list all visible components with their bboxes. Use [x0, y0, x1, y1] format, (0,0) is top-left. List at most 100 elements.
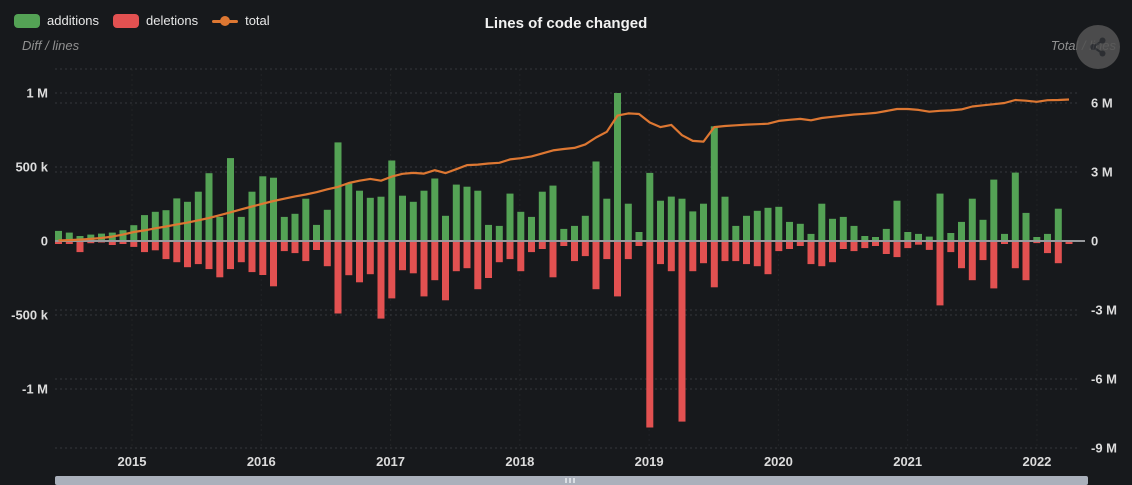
deletion-bar[interactable]	[807, 241, 815, 265]
deletion-bar[interactable]	[764, 241, 772, 275]
deletion-bar[interactable]	[538, 241, 546, 249]
deletion-bar[interactable]	[1022, 241, 1030, 281]
deletion-bar[interactable]	[689, 241, 697, 272]
deletion-bar[interactable]	[420, 241, 428, 297]
addition-bar[interactable]	[850, 225, 858, 241]
addition-bar[interactable]	[818, 203, 826, 241]
deletion-bar[interactable]	[958, 241, 965, 269]
addition-bar[interactable]	[442, 215, 449, 241]
deletion-bar[interactable]	[162, 241, 170, 260]
deletion-bar[interactable]	[184, 241, 191, 268]
addition-bar[interactable]	[194, 191, 202, 241]
addition-bar[interactable]	[689, 211, 697, 241]
addition-bar[interactable]	[700, 203, 707, 241]
deletion-bar[interactable]	[732, 241, 740, 262]
addition-bar[interactable]	[796, 223, 804, 241]
deletion-bar[interactable]	[291, 241, 299, 254]
addition-bar[interactable]	[861, 236, 869, 241]
deletion-bar[interactable]	[130, 241, 138, 247]
deletion-bar[interactable]	[345, 241, 353, 276]
deletion-bar[interactable]	[431, 241, 439, 281]
deletion-bar[interactable]	[313, 241, 320, 250]
addition-bar[interactable]	[764, 207, 772, 241]
deletion-bar[interactable]	[1065, 241, 1073, 244]
additions-bars[interactable]	[55, 93, 1073, 241]
deletion-bar[interactable]	[409, 241, 417, 274]
addition-bar[interactable]	[1022, 212, 1030, 241]
deletions-bars[interactable]	[55, 241, 1073, 428]
deletion-bar[interactable]	[485, 241, 492, 278]
addition-bar[interactable]	[549, 185, 557, 241]
deletion-bar[interactable]	[259, 241, 267, 275]
addition-bar[interactable]	[227, 158, 234, 241]
deletion-bar[interactable]	[549, 241, 557, 278]
addition-bar[interactable]	[517, 211, 525, 241]
addition-bar[interactable]	[1044, 233, 1051, 241]
deletion-bar[interactable]	[775, 241, 783, 252]
addition-bar[interactable]	[807, 233, 815, 241]
addition-bar[interactable]	[829, 218, 836, 241]
addition-bar[interactable]	[237, 216, 245, 241]
addition-bar[interactable]	[334, 142, 342, 241]
addition-bar[interactable]	[775, 206, 783, 241]
x-scrollbar[interactable]	[55, 476, 1088, 485]
deletion-bar[interactable]	[592, 241, 600, 290]
deletion-bar[interactable]	[119, 241, 127, 244]
addition-bar[interactable]	[313, 224, 320, 241]
addition-bar[interactable]	[560, 228, 568, 241]
deletion-bar[interactable]	[635, 241, 643, 246]
deletion-bar[interactable]	[925, 241, 933, 250]
deletion-bar[interactable]	[151, 241, 159, 251]
deletion-bar[interactable]	[678, 241, 686, 422]
deletion-bar[interactable]	[872, 241, 879, 246]
deletion-bar[interactable]	[1001, 241, 1008, 244]
addition-bar[interactable]	[936, 193, 944, 241]
addition-bar[interactable]	[710, 126, 718, 241]
deletion-bar[interactable]	[571, 241, 578, 262]
deletion-bar[interactable]	[667, 241, 675, 272]
addition-bar[interactable]	[302, 198, 310, 241]
deletion-bar[interactable]	[495, 241, 503, 263]
deletion-bar[interactable]	[721, 241, 729, 262]
deletion-bar[interactable]	[560, 241, 568, 246]
addition-bar[interactable]	[420, 190, 428, 241]
addition-bar[interactable]	[538, 191, 546, 241]
addition-bar[interactable]	[291, 213, 299, 241]
addition-bar[interactable]	[474, 190, 482, 241]
addition-bar[interactable]	[356, 190, 363, 241]
deletion-bar[interactable]	[108, 241, 116, 245]
legend-item-total[interactable]: total	[212, 13, 270, 28]
deletion-bar[interactable]	[205, 241, 213, 270]
addition-bar[interactable]	[399, 195, 406, 241]
addition-bar[interactable]	[646, 172, 654, 241]
addition-bar[interactable]	[506, 193, 514, 241]
addition-bar[interactable]	[495, 225, 503, 241]
addition-bar[interactable]	[915, 233, 922, 241]
deletion-bar[interactable]	[818, 241, 826, 267]
deletion-bar[interactable]	[399, 241, 406, 271]
deletion-bar[interactable]	[753, 241, 761, 267]
deletion-bar[interactable]	[1033, 241, 1041, 244]
addition-bar[interactable]	[280, 216, 288, 241]
deletion-bar[interactable]	[173, 241, 181, 263]
addition-bar[interactable]	[753, 210, 761, 241]
deletion-bar[interactable]	[624, 241, 632, 260]
deletion-bar[interactable]	[141, 241, 148, 253]
deletion-bar[interactable]	[1054, 241, 1062, 264]
deletion-bar[interactable]	[55, 241, 62, 244]
addition-bar[interactable]	[345, 183, 353, 241]
deletion-bar[interactable]	[452, 241, 460, 272]
addition-bar[interactable]	[151, 211, 159, 241]
legend-item-deletions[interactable]: deletions	[113, 13, 198, 28]
deletion-bar[interactable]	[248, 241, 256, 273]
addition-bar[interactable]	[786, 221, 793, 241]
deletion-bar[interactable]	[323, 241, 331, 267]
addition-bar[interactable]	[409, 201, 417, 241]
legend-item-additions[interactable]: additions	[14, 13, 99, 28]
deletion-bar[interactable]	[947, 241, 955, 253]
deletion-bar[interactable]	[388, 241, 396, 299]
deletion-bar[interactable]	[839, 241, 847, 249]
deletion-bar[interactable]	[474, 241, 482, 290]
addition-bar[interactable]	[990, 179, 998, 241]
addition-bar[interactable]	[1011, 172, 1019, 241]
